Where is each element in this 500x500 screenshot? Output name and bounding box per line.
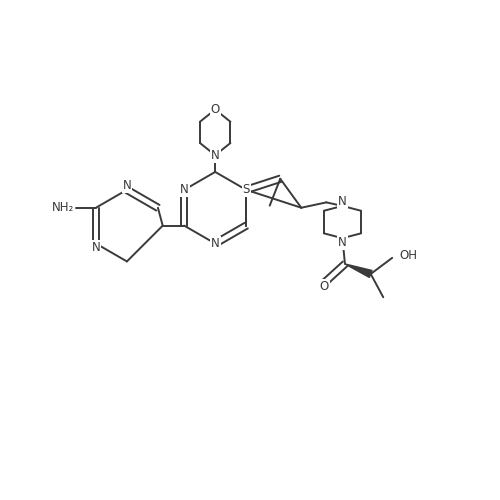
Text: OH: OH <box>400 249 417 262</box>
Text: N: N <box>338 236 347 248</box>
Text: S: S <box>242 184 250 196</box>
Text: N: N <box>211 237 220 250</box>
Text: N: N <box>180 184 188 196</box>
Text: NH₂: NH₂ <box>52 201 74 214</box>
Text: O: O <box>210 103 220 116</box>
Text: N: N <box>211 148 220 162</box>
Text: N: N <box>92 241 100 254</box>
Polygon shape <box>345 264 372 278</box>
Text: O: O <box>320 280 329 293</box>
Text: N: N <box>338 196 347 208</box>
Text: N: N <box>122 180 132 192</box>
